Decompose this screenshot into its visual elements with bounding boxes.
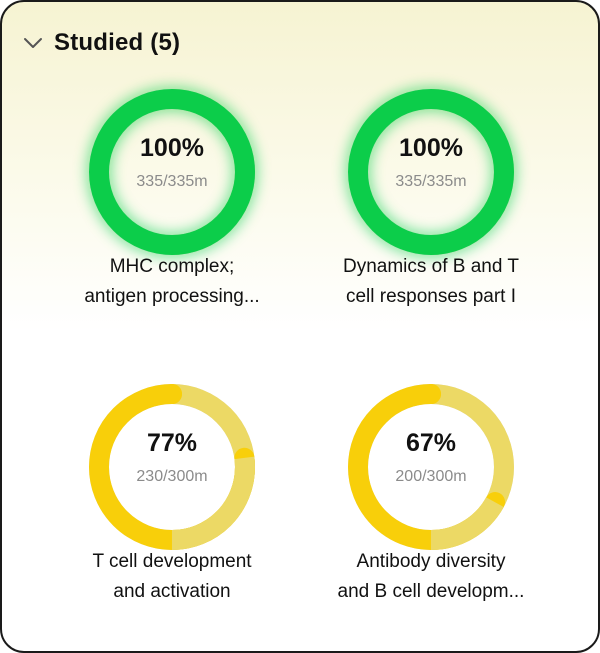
progress-overlap — [348, 384, 514, 550]
progress-start-cap — [421, 384, 441, 404]
lesson-title-line: MHC complex; — [109, 256, 235, 277]
chevron-down-icon[interactable] — [22, 32, 44, 54]
lesson-title-line: and activation — [113, 581, 231, 602]
progress-overlap — [89, 384, 255, 550]
lesson-title[interactable]: Antibody diversity and B cell developm..… — [281, 547, 581, 607]
lesson-tile[interactable]: 67% 200/300m — [301, 337, 561, 597]
progress-ring — [348, 384, 514, 550]
lesson-title[interactable]: T cell development and activation — [22, 547, 322, 607]
lesson-title-line: and B cell developm... — [337, 581, 525, 602]
progress-arc — [89, 89, 255, 255]
lesson-title-line: antigen processing... — [84, 286, 260, 307]
progress-percent: 100% — [140, 134, 204, 162]
progress-minutes: 335/335m — [395, 173, 467, 190]
progress-ring — [89, 384, 255, 550]
lesson-title[interactable]: MHC complex; antigen processing... — [22, 252, 322, 312]
progress-arc — [348, 89, 514, 255]
lesson-tile[interactable]: 100% 335/335m — [301, 42, 561, 302]
lesson-title-line: Dynamics of B and T — [342, 256, 519, 277]
studied-section-header[interactable]: Studied (5) — [22, 26, 180, 60]
lesson-title-line: Antibody diversity — [356, 551, 506, 572]
progress-ring — [87, 87, 257, 257]
lesson-title-line: T cell development — [92, 551, 252, 572]
progress-start-cap — [162, 384, 182, 404]
lesson-tile[interactable]: 100% 335/335m — [42, 42, 302, 302]
progress-ring — [346, 87, 516, 257]
lesson-title-line: cell responses part I — [345, 286, 517, 307]
progress-minutes: 200/300m — [395, 468, 467, 485]
lesson-tile[interactable]: 77% 230/300m — [42, 337, 302, 597]
lesson-title[interactable]: Dynamics of B and T cell responses part … — [281, 252, 581, 312]
progress-minutes: 335/335m — [136, 173, 208, 190]
progress-percent: 77% — [146, 429, 198, 457]
progress-minutes: 230/300m — [136, 468, 208, 485]
progress-percent: 67% — [405, 429, 457, 457]
section-title: Studied (5) — [54, 29, 181, 56]
progress-percent: 100% — [399, 134, 463, 162]
